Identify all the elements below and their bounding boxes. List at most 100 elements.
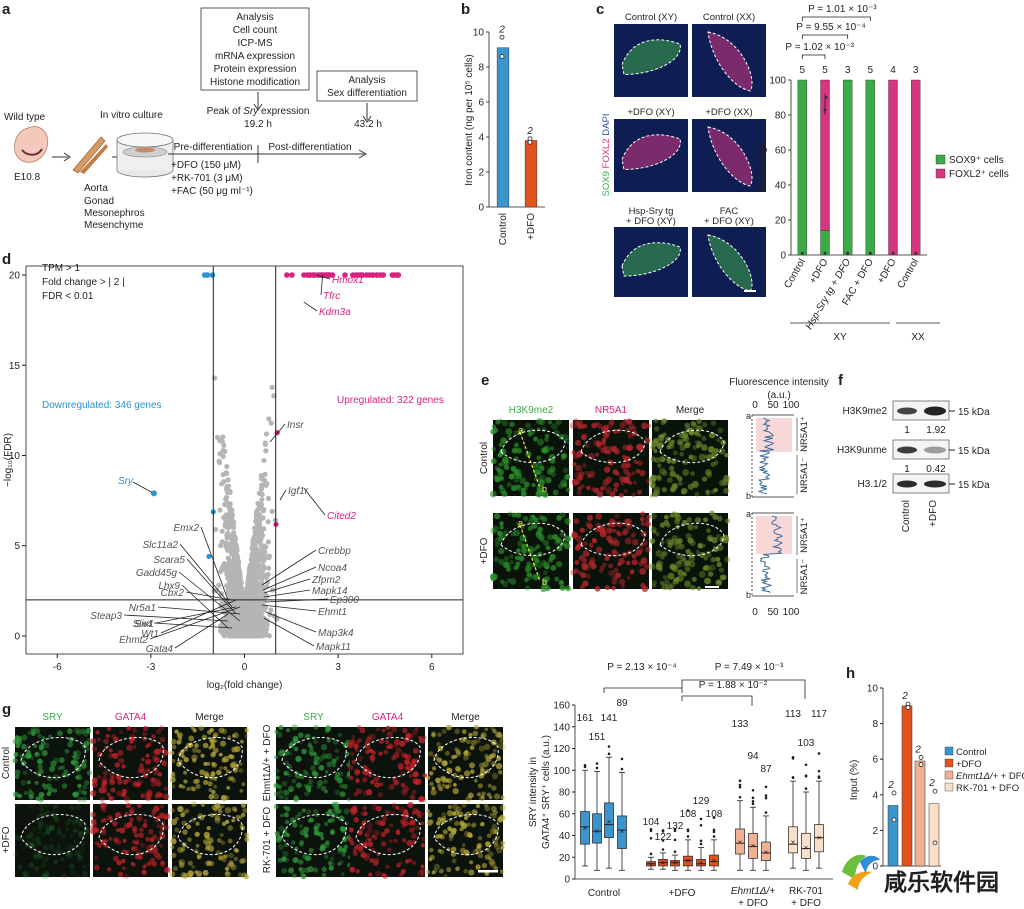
cell-nucleus xyxy=(190,725,195,730)
cell-nucleus xyxy=(717,427,724,434)
cell-nucleus xyxy=(90,818,97,825)
gene-label: Gadd45g xyxy=(136,568,178,579)
cell-nucleus xyxy=(451,858,457,864)
line-end-label: a xyxy=(518,425,523,435)
cell-nucleus xyxy=(177,805,184,813)
cell-nucleus xyxy=(481,862,488,869)
cell-nucleus xyxy=(565,487,571,493)
row-label: +DFO xyxy=(479,537,490,564)
cell-nucleus xyxy=(480,821,485,827)
cell-nucleus xyxy=(522,515,529,522)
cell-nucleus xyxy=(70,760,76,765)
cell-nucleus xyxy=(652,580,657,586)
cell-nucleus xyxy=(208,793,215,800)
cell-nucleus xyxy=(383,749,389,755)
cell-nucleus xyxy=(386,744,391,750)
mean-marker: × xyxy=(595,827,600,836)
cell-nucleus xyxy=(235,814,241,820)
cell-nucleus xyxy=(484,727,489,732)
cell-nucleus xyxy=(63,769,69,775)
cell-nucleus xyxy=(350,867,356,873)
cell-nucleus xyxy=(564,535,572,543)
cell-nucleus xyxy=(278,789,284,795)
cell-nucleus xyxy=(208,774,215,781)
cell-nucleus xyxy=(353,768,359,773)
outlier xyxy=(804,763,808,767)
cell-nucleus xyxy=(311,770,318,777)
cell-nucleus xyxy=(321,753,328,760)
cell-nucleus xyxy=(149,857,156,864)
gene-label: Nr5a1 xyxy=(129,603,156,614)
cell-nucleus xyxy=(193,779,199,785)
embryo-icon xyxy=(14,126,49,163)
gene-point xyxy=(262,441,268,447)
cell-nucleus xyxy=(296,782,302,789)
gene-point xyxy=(223,568,230,574)
cell-nucleus xyxy=(509,560,514,565)
gene-point xyxy=(250,609,256,615)
cell-nucleus xyxy=(391,802,398,809)
cell-nucleus xyxy=(426,870,431,874)
cell-nucleus xyxy=(307,856,312,861)
cell-nucleus xyxy=(227,754,232,759)
cell-nucleus xyxy=(429,854,435,861)
cell-nucleus xyxy=(465,795,472,803)
cell-nucleus xyxy=(391,811,396,817)
cell-nucleus xyxy=(12,757,18,764)
cell-nucleus xyxy=(210,743,216,749)
cell-nucleus xyxy=(137,803,142,808)
cell-nucleus xyxy=(294,850,299,855)
cell-nucleus xyxy=(45,830,50,835)
cell-nucleus xyxy=(720,439,727,446)
cell-nucleus xyxy=(91,746,98,752)
cell-nucleus xyxy=(363,811,368,816)
cell-nucleus xyxy=(694,517,702,524)
cell-nucleus xyxy=(454,728,460,735)
cell-nucleus xyxy=(619,422,626,429)
outlier xyxy=(738,785,742,789)
arrow-head xyxy=(358,149,368,159)
cell-nucleus xyxy=(594,452,600,457)
outlier xyxy=(738,795,742,799)
mean-marker: × xyxy=(661,859,666,868)
up-gene-label: Cited2 xyxy=(327,511,356,522)
cell-nucleus xyxy=(297,732,304,738)
cell-nucleus xyxy=(240,826,246,831)
cell-nucleus xyxy=(321,866,327,872)
cell-nucleus xyxy=(301,748,307,755)
cell-nucleus xyxy=(704,550,712,558)
legend-swatch xyxy=(944,758,954,768)
cell-nucleus xyxy=(97,737,101,742)
cell-nucleus xyxy=(154,778,161,785)
cell-nucleus xyxy=(237,872,243,878)
mean-marker: × xyxy=(764,848,769,857)
analysis2-title: Analysis xyxy=(348,75,385,86)
cell-nucleus xyxy=(438,834,443,839)
gene-point xyxy=(389,272,396,278)
cell-nucleus xyxy=(560,479,568,487)
gene-point xyxy=(265,495,272,502)
cell-nucleus xyxy=(500,845,505,850)
cell-nucleus xyxy=(373,835,378,840)
gene-label: Zfpm2 xyxy=(311,575,341,586)
legend-label: RK-701 + DFO xyxy=(956,783,1019,794)
n-label: 3 xyxy=(913,65,919,76)
cell-nucleus xyxy=(615,472,620,477)
n-label: 2 xyxy=(526,126,533,137)
gene-point xyxy=(230,532,236,538)
cell-nucleus xyxy=(216,769,222,776)
cell-nucleus xyxy=(224,806,232,814)
n-label: 161 xyxy=(577,713,594,724)
cell-nucleus xyxy=(609,491,616,498)
cell-nucleus xyxy=(202,742,209,749)
gene-point xyxy=(223,496,229,502)
cell-nucleus xyxy=(195,783,201,790)
gene-point xyxy=(260,562,266,569)
cell-nucleus xyxy=(523,486,528,491)
cell-nucleus xyxy=(108,753,114,759)
cell-nucleus xyxy=(631,538,639,546)
cell-nucleus xyxy=(86,770,92,776)
cell-nucleus xyxy=(366,822,373,829)
cell-nucleus xyxy=(120,858,126,864)
x-tick-label: 50 xyxy=(767,607,779,618)
